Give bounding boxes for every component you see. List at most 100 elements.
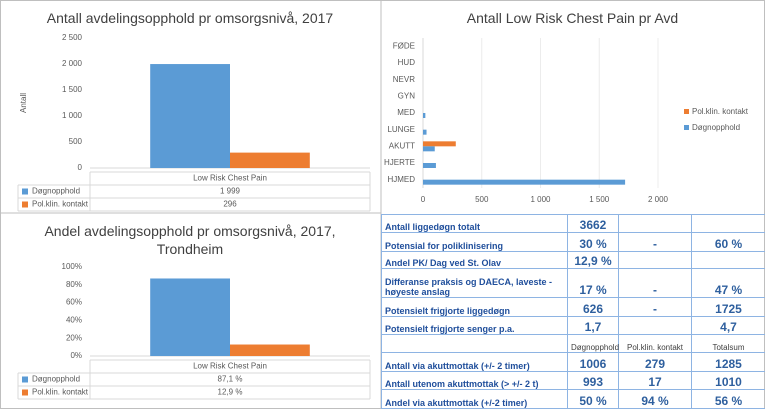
legend-swatch <box>684 109 689 114</box>
legend-label: Pol.klin. kontakt <box>692 107 749 116</box>
legend-label: Pol.klin. kontakt <box>32 200 89 209</box>
table-cell: 1010 <box>691 371 765 390</box>
y-tick-label: 1 000 <box>62 111 83 120</box>
table-cell <box>381 334 568 353</box>
table-row: Antall utenom akuttmottak (> +/- 2 t) 993… <box>381 371 765 390</box>
y-tick-label: 0 <box>78 163 83 172</box>
table-cell: Potensielt frigjorte senger p.a. <box>381 316 568 335</box>
table-cell: Andel PK/ Dag ved St. Olav <box>381 251 568 269</box>
table-cell: - <box>618 297 692 317</box>
y-tick-label: 2 000 <box>62 59 83 68</box>
y-tick-label: HJERTE <box>384 158 415 167</box>
legend-label: Døgnopphold <box>692 123 740 132</box>
table-row: Differanse praksis og DAECA, laveste - h… <box>381 268 765 298</box>
table-cell: 1725 <box>691 297 765 317</box>
y-tick-label: LUNGE <box>387 125 415 134</box>
table-cell: 279 <box>618 352 692 372</box>
data-label: 87,1 % <box>218 375 243 384</box>
table-cell: 4,7 <box>691 316 765 335</box>
y-tick-label: 20% <box>66 333 82 342</box>
table-cell: 993 <box>567 371 619 390</box>
y-tick-label: AKUTT <box>389 141 415 150</box>
y-tick-label: 100% <box>62 262 82 271</box>
table-cell <box>691 251 765 269</box>
table-cell: 47 % <box>691 268 765 298</box>
table-cell: 30 % <box>567 232 619 252</box>
table-cell: - <box>618 268 692 298</box>
table-cell: 626 <box>567 297 619 317</box>
table-cell: 17 % <box>567 268 619 298</box>
bar <box>423 179 626 185</box>
table-cell: 94 % <box>618 389 692 409</box>
chart-title: Antall Low Risk Chest Pain pr Avd <box>466 10 679 26</box>
y-tick-label: 2 500 <box>62 33 83 42</box>
data-label: 296 <box>223 200 237 209</box>
category-label: Low Risk Chest Pain <box>193 174 267 183</box>
table-row: Potensielt frigjorte liggedøgn 626-1725 <box>381 297 765 317</box>
y-tick-label: 500 <box>69 137 83 146</box>
table-row: Andel PK/ Dag ved St. Olav 12,9 % <box>381 251 765 269</box>
table-cell: 60 % <box>691 232 765 252</box>
table-cell: 17 <box>618 371 692 390</box>
y-tick-label: FØDE <box>393 41 415 50</box>
x-tick-label: 1 000 <box>530 195 551 204</box>
bar <box>423 163 436 168</box>
table-cell: Antall utenom akuttmottak (> +/- 2 t) <box>381 371 568 390</box>
data-label: 12,9 % <box>218 388 243 397</box>
category-label: Low Risk Chest Pain <box>193 362 267 371</box>
table-row: Potensial for poliklinisering 30 % -60 % <box>381 232 765 252</box>
y-tick-label: 40% <box>66 316 82 325</box>
y-tick-label: 60% <box>66 298 82 307</box>
table-cell: 1006 <box>567 352 619 372</box>
y-tick-label: 80% <box>66 280 82 289</box>
summary-table: Antall liggedøgn totalt 3662 Potensial for… <box>381 214 765 409</box>
table-cell: - <box>618 232 692 252</box>
x-tick-label: 0 <box>421 195 426 204</box>
legend-label: Døgnopphold <box>32 187 80 196</box>
legend-swatch <box>22 389 28 396</box>
table-cell <box>691 214 765 233</box>
table-cell: 1,7 <box>567 316 619 335</box>
table-row: Potensielt frigjorte senger p.a. 1,7 4,7 <box>381 316 765 335</box>
table-cell: Potensielt frigjorte liggedøgn <box>381 297 568 317</box>
table-cell: Antall liggedøgn totalt <box>381 214 568 233</box>
table-cell <box>618 214 692 233</box>
table-row: Andel via akuttmottak (+/-2 timer) 50 % 94… <box>381 389 765 409</box>
table-row: Antall liggedøgn totalt 3662 <box>381 214 765 233</box>
x-tick-label: 500 <box>475 195 489 204</box>
table-cell: Antall via akuttmottak (+/- 2 timer) <box>381 352 568 372</box>
bar <box>423 113 426 118</box>
y-tick-label: 0% <box>70 351 82 360</box>
chart-title: Antall avdelingsopphold pr omsorgsnivå, … <box>46 10 334 26</box>
table-cell: Totalsum <box>691 334 765 353</box>
table-row: Døgnopphold Pol.klin. kontakt Totalsum <box>381 334 765 353</box>
table-cell <box>618 316 692 335</box>
table-cell: Døgnopphold <box>567 334 619 353</box>
legend-swatch <box>684 125 689 130</box>
table-cell: 56 % <box>691 389 765 409</box>
x-tick-label: 2 000 <box>648 195 669 204</box>
y-tick-label: HJMED <box>387 175 415 184</box>
data-label: 1 999 <box>220 187 241 196</box>
bar <box>150 64 230 168</box>
legend-swatch <box>22 376 28 383</box>
bar <box>423 129 427 135</box>
table-cell: Andel via akuttmottak (+/-2 timer) <box>381 389 568 409</box>
table-cell: Pol.klin. kontakt <box>618 334 692 353</box>
table-cell: 50 % <box>567 389 619 409</box>
table-cell: 12,9 % <box>567 251 619 269</box>
bar <box>423 146 435 152</box>
bar <box>423 141 456 147</box>
table-cell: 1285 <box>691 352 765 372</box>
bar <box>230 152 310 168</box>
y-tick-label: 1 500 <box>62 85 83 94</box>
y-tick-label: NEVR <box>393 75 415 84</box>
legend-label: Døgnopphold <box>32 375 80 384</box>
table-row: Antall via akuttmottak (+/- 2 timer) 1006… <box>381 352 765 372</box>
legend-label: Pol.klin. kontakt <box>32 388 89 397</box>
bar <box>150 278 230 356</box>
legend-swatch <box>22 201 28 208</box>
table-cell: Potensial for poliklinisering <box>381 232 568 252</box>
